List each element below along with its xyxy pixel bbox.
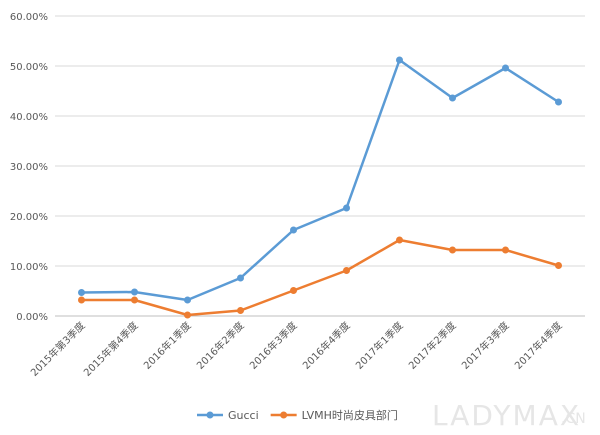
legend-swatch-marker bbox=[206, 411, 214, 419]
data-point bbox=[449, 94, 456, 102]
data-point bbox=[343, 267, 350, 274]
data-point bbox=[78, 289, 85, 296]
legend-swatch-marker bbox=[280, 411, 288, 419]
data-point bbox=[396, 56, 403, 64]
y-tick-label: 20.00% bbox=[10, 212, 48, 223]
watermark: LADYMAX .CN bbox=[432, 399, 586, 432]
series-line bbox=[81, 238, 559, 317]
x-tick-label: 2017年4季度 bbox=[512, 319, 565, 372]
watermark-text: LADYMAX bbox=[432, 399, 581, 432]
data-point bbox=[237, 307, 244, 314]
data-point bbox=[396, 236, 403, 244]
watermark-suffix: .CN bbox=[561, 411, 586, 427]
series-group bbox=[78, 56, 562, 319]
y-tick-label: 30.00% bbox=[10, 162, 48, 173]
series-line bbox=[81, 58, 560, 302]
legend-item-2: LVMH时尚皮具部门 bbox=[270, 408, 398, 422]
y-tick-label: 0.00% bbox=[16, 312, 48, 323]
x-tick-label: 2015年第4季度 bbox=[81, 319, 141, 379]
series-1 bbox=[78, 56, 562, 304]
data-point bbox=[131, 288, 138, 296]
x-tick-label: 2016年1季度 bbox=[141, 319, 194, 372]
data-point bbox=[237, 274, 244, 282]
y-tick-label: 40.00% bbox=[10, 112, 48, 123]
grid-lines bbox=[55, 15, 585, 317]
x-tick-label: 2017年3季度 bbox=[459, 319, 512, 372]
legend-label: LVMH时尚皮具部门 bbox=[302, 408, 398, 422]
data-point bbox=[184, 296, 191, 304]
y-tick-label: 60.00% bbox=[10, 12, 48, 23]
data-point bbox=[555, 98, 562, 106]
data-point bbox=[290, 226, 297, 234]
legend-label: Gucci bbox=[228, 409, 259, 422]
x-tick-label: 2015年第3季度 bbox=[28, 319, 88, 379]
y-tick-label: 50.00% bbox=[10, 62, 48, 73]
data-point bbox=[78, 296, 85, 304]
x-tick-label: 2016年3季度 bbox=[247, 319, 300, 372]
data-point bbox=[290, 287, 297, 294]
y-tick-label: 10.00% bbox=[10, 262, 48, 273]
legend-item-1: Gucci bbox=[197, 409, 259, 422]
x-tick-label: 2017年2季度 bbox=[406, 319, 459, 372]
series-2 bbox=[78, 236, 562, 319]
x-tick-label: 2017年1季度 bbox=[353, 319, 406, 372]
y-axis-ticks: 0.00% 10.00% 20.00% 30.00% 40.00% 50.00% 60.00… bbox=[10, 12, 48, 323]
data-point bbox=[131, 296, 138, 304]
data-point bbox=[184, 311, 191, 319]
data-point bbox=[343, 204, 350, 212]
legend: Gucci LVMH时尚皮具部门 bbox=[197, 408, 398, 422]
data-point bbox=[555, 262, 562, 269]
x-tick-label: 2016年2季度 bbox=[194, 319, 247, 372]
data-point bbox=[449, 246, 456, 254]
data-point bbox=[502, 246, 509, 254]
x-tick-label: 2016年4季度 bbox=[300, 319, 353, 372]
data-point bbox=[502, 64, 509, 72]
